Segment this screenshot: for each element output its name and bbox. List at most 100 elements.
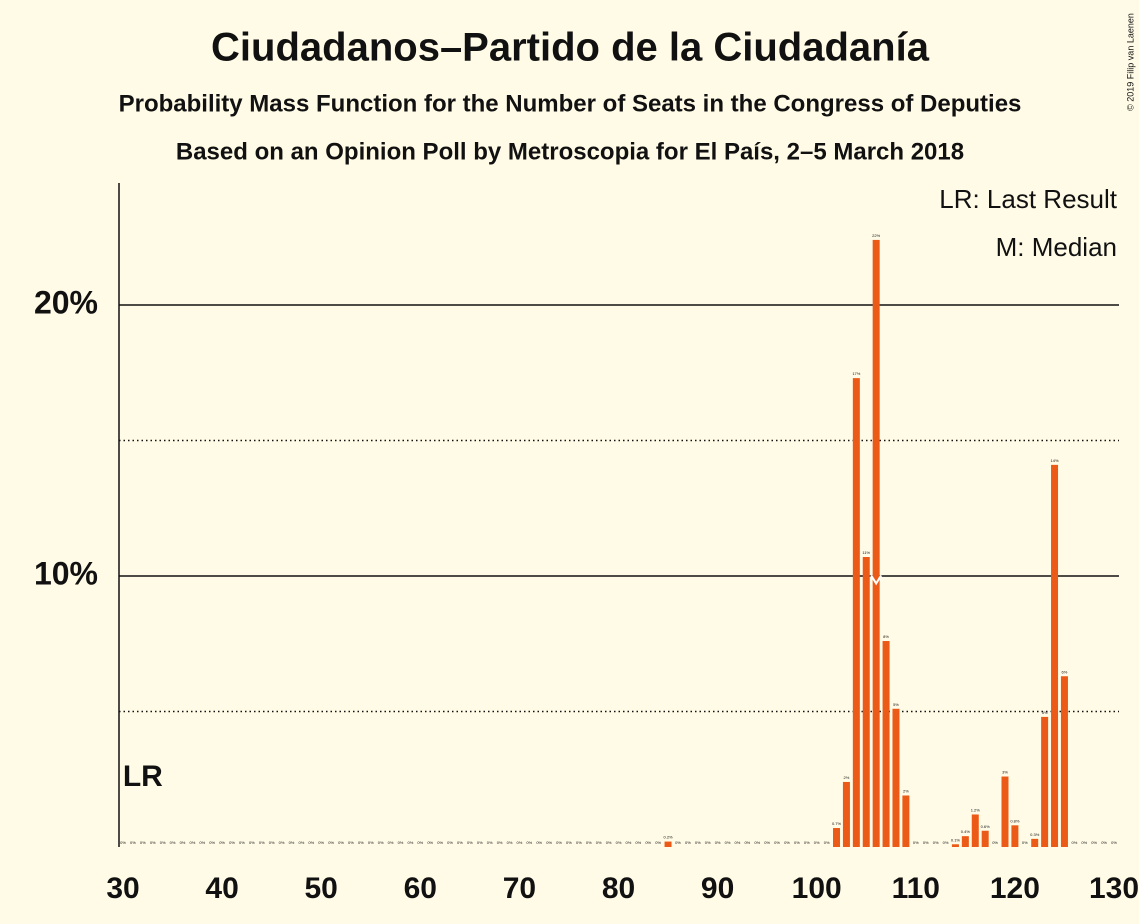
x-tick-label: 60	[404, 872, 437, 905]
value-label: 0%	[130, 840, 136, 845]
chart-subtitle: Based on an Opinion Poll by Metroscopia …	[176, 138, 964, 165]
value-label: 0.7%	[832, 821, 842, 826]
value-label: 0%	[764, 840, 770, 845]
value-label: 0%	[546, 840, 552, 845]
x-tick-label: 40	[205, 872, 238, 905]
x-tick-label: 110	[892, 872, 940, 905]
value-label: 0%	[536, 840, 542, 845]
value-label: 0%	[457, 840, 463, 845]
value-label: 0%	[388, 840, 394, 845]
value-label: 0%	[606, 840, 612, 845]
value-label: 0%	[160, 840, 166, 845]
bar	[842, 781, 850, 847]
value-label: 2%	[844, 775, 850, 780]
value-label: 0%	[477, 840, 483, 845]
value-label: 14%	[1051, 458, 1059, 463]
x-tick-label: 70	[503, 872, 536, 905]
value-label: 0%	[120, 840, 126, 845]
value-label: 5%	[1042, 710, 1048, 715]
value-label: 0%	[626, 840, 632, 845]
value-label: 0%	[298, 840, 304, 845]
value-label: 0%	[675, 840, 681, 845]
y-tick-label: 20%	[34, 284, 98, 320]
value-label: 2%	[903, 789, 909, 794]
x-tick-label: 120	[990, 872, 1040, 905]
value-label: 5%	[893, 702, 899, 707]
bar	[892, 708, 900, 847]
value-label: 0%	[645, 840, 651, 845]
x-tick-label: 50	[305, 872, 338, 905]
x-tick-label: 130	[1089, 872, 1139, 905]
value-label: 0%	[933, 840, 939, 845]
value-label: 0%	[576, 840, 582, 845]
value-label: 0%	[517, 840, 523, 845]
value-label: 0%	[427, 840, 433, 845]
value-label: 0.3%	[1030, 832, 1040, 837]
x-tick-label: 90	[701, 872, 734, 905]
bar	[872, 239, 880, 847]
bar	[1041, 716, 1049, 847]
bar	[1051, 464, 1059, 847]
value-label: 0%	[437, 840, 443, 845]
value-label: 0%	[199, 840, 205, 845]
value-label: 0%	[526, 840, 532, 845]
value-label: 0%	[596, 840, 602, 845]
value-label: 0%	[180, 840, 186, 845]
value-label: 0%	[1022, 840, 1028, 845]
value-label: 0%	[814, 840, 820, 845]
x-tick-label: 30	[106, 872, 139, 905]
value-label: 0%	[328, 840, 334, 845]
value-label: 0%	[616, 840, 622, 845]
value-label: 0%	[229, 840, 235, 845]
value-label: 0%	[725, 840, 731, 845]
chart-subtitle: Probability Mass Function for the Number…	[119, 90, 1022, 117]
value-label: 0%	[586, 840, 592, 845]
value-label: 0%	[685, 840, 691, 845]
value-label: 1.2%	[971, 808, 981, 813]
value-label: 0%	[1101, 840, 1107, 845]
value-label: 0%	[358, 840, 364, 845]
bar	[862, 557, 870, 847]
value-label: 0%	[784, 840, 790, 845]
chart-title: Ciudadanos–Partido de la Ciudadanía	[211, 26, 930, 70]
value-label: 0%	[1081, 840, 1087, 845]
copyright: © 2019 Filip van Laenen	[1125, 13, 1135, 111]
value-label: 0.6%	[981, 824, 991, 829]
value-label: 0%	[398, 840, 404, 845]
bar	[1031, 838, 1039, 847]
value-label: 0.2%	[663, 835, 673, 840]
value-label: 0%	[1091, 840, 1097, 845]
value-label: 0%	[1111, 840, 1117, 845]
last-result-label: LR	[123, 760, 163, 793]
value-label: 0%	[407, 840, 413, 845]
value-label: 0%	[219, 840, 225, 845]
value-label: 0%	[239, 840, 245, 845]
value-label: 0%	[308, 840, 314, 845]
value-label: 0%	[487, 840, 493, 845]
value-label: 0%	[368, 840, 374, 845]
value-label: 0%	[774, 840, 780, 845]
value-label: 0%	[259, 840, 265, 845]
value-label: 0%	[417, 840, 423, 845]
value-label: 0%	[744, 840, 750, 845]
x-tick-label: 80	[602, 872, 635, 905]
value-label: 0%	[338, 840, 344, 845]
value-label: 0%	[794, 840, 800, 845]
value-label: 0%	[467, 840, 473, 845]
value-label: 0%	[209, 840, 215, 845]
value-label: 0%	[318, 840, 324, 845]
value-label: 0%	[566, 840, 572, 845]
value-label: 0%	[507, 840, 513, 845]
median-marker	[870, 574, 883, 586]
value-label: 0%	[170, 840, 176, 845]
value-label: 17%	[852, 371, 860, 376]
value-label: 0%	[715, 840, 721, 845]
bar	[1011, 825, 1019, 847]
bar	[971, 814, 979, 847]
bar	[1060, 676, 1068, 847]
value-label: 0%	[279, 840, 285, 845]
value-label: 0%	[804, 840, 810, 845]
legend-entry: M: Median	[996, 232, 1117, 262]
value-label: 0%	[556, 840, 562, 845]
